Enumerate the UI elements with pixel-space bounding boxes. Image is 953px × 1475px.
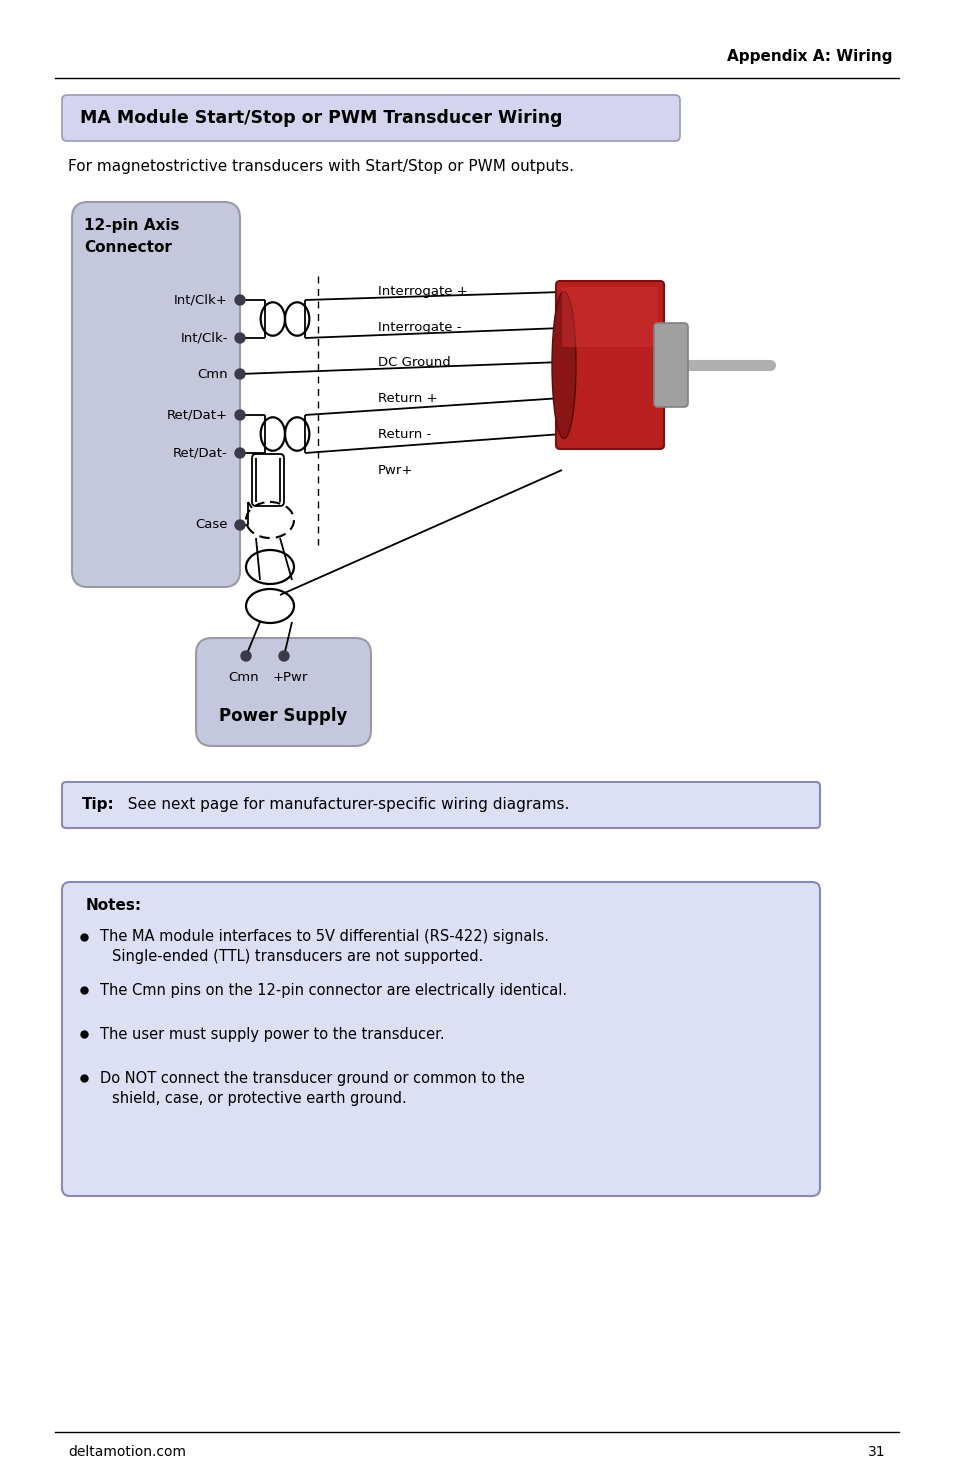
Text: Power Supply: Power Supply [218, 707, 347, 726]
FancyBboxPatch shape [195, 639, 371, 746]
Circle shape [234, 448, 245, 459]
FancyBboxPatch shape [654, 323, 687, 407]
Text: Return +: Return + [377, 391, 437, 404]
Text: Case: Case [195, 519, 228, 531]
Text: 31: 31 [867, 1446, 885, 1459]
Text: Notes:: Notes: [86, 898, 142, 913]
FancyBboxPatch shape [561, 288, 658, 347]
Text: For magnetostrictive transducers with Start/Stop or PWM outputs.: For magnetostrictive transducers with St… [68, 158, 574, 174]
Circle shape [234, 410, 245, 420]
Text: Connector: Connector [84, 240, 172, 255]
Text: Pwr+: Pwr+ [377, 463, 413, 476]
Circle shape [234, 369, 245, 379]
Circle shape [234, 521, 245, 530]
Text: The user must supply power to the transducer.: The user must supply power to the transd… [100, 1027, 444, 1041]
Text: The Cmn pins on the 12-pin connector are electrically identical.: The Cmn pins on the 12-pin connector are… [100, 982, 566, 997]
FancyBboxPatch shape [62, 782, 820, 827]
Text: Cmn: Cmn [229, 671, 259, 684]
Text: Tip:: Tip: [82, 798, 114, 813]
Text: Appendix A: Wiring: Appendix A: Wiring [727, 49, 892, 63]
Text: See next page for manufacturer-specific wiring diagrams.: See next page for manufacturer-specific … [118, 798, 569, 813]
Text: Ret/Dat-: Ret/Dat- [173, 447, 228, 460]
FancyBboxPatch shape [71, 202, 240, 587]
Text: +Pwr: +Pwr [272, 671, 308, 684]
Text: Int/Clk+: Int/Clk+ [174, 294, 228, 307]
FancyBboxPatch shape [556, 282, 663, 448]
Text: shield, case, or protective earth ground.: shield, case, or protective earth ground… [112, 1090, 406, 1105]
Text: Ret/Dat+: Ret/Dat+ [167, 409, 228, 422]
Circle shape [234, 295, 245, 305]
FancyBboxPatch shape [62, 94, 679, 142]
Text: DC Ground: DC Ground [377, 355, 450, 369]
Text: Interrogate +: Interrogate + [377, 286, 467, 298]
Text: deltamotion.com: deltamotion.com [68, 1446, 186, 1459]
Text: The MA module interfaces to 5V differential (RS-422) signals.: The MA module interfaces to 5V different… [100, 929, 548, 944]
Ellipse shape [552, 292, 576, 438]
Circle shape [234, 333, 245, 344]
FancyBboxPatch shape [62, 882, 820, 1196]
Text: Do NOT connect the transducer ground or common to the: Do NOT connect the transducer ground or … [100, 1071, 524, 1086]
Text: Interrogate -: Interrogate - [377, 322, 461, 335]
Text: MA Module Start/Stop or PWM Transducer Wiring: MA Module Start/Stop or PWM Transducer W… [80, 109, 562, 127]
Circle shape [241, 650, 251, 661]
Text: 12-pin Axis: 12-pin Axis [84, 218, 179, 233]
Text: Single-ended (TTL) transducers are not supported.: Single-ended (TTL) transducers are not s… [112, 950, 483, 965]
Text: Return -: Return - [377, 428, 431, 441]
Text: Cmn: Cmn [197, 367, 228, 381]
Circle shape [278, 650, 289, 661]
Text: Int/Clk-: Int/Clk- [180, 332, 228, 345]
